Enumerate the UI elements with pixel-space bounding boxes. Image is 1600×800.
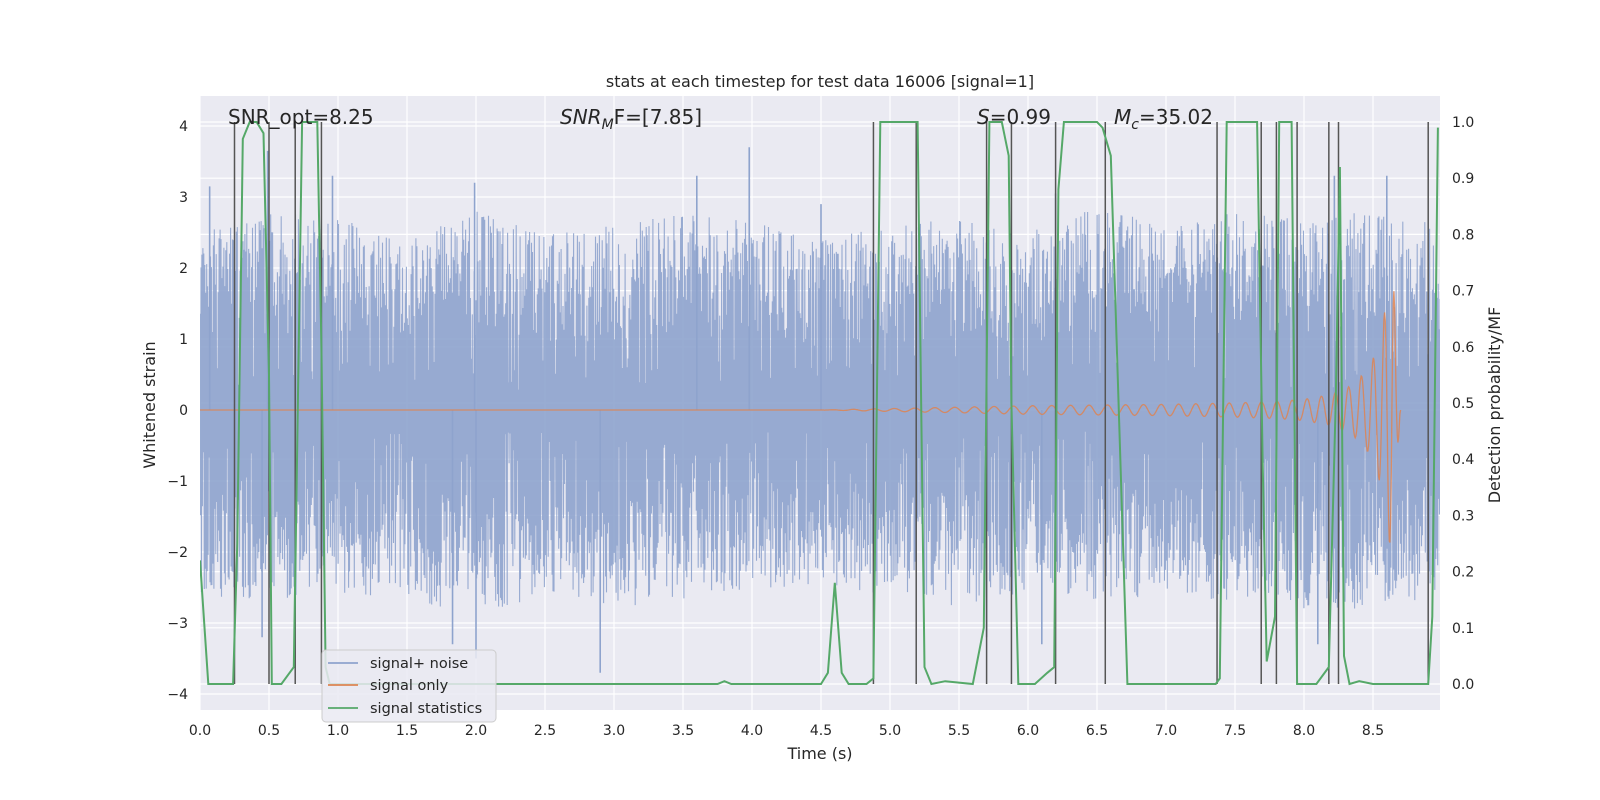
x-tick-label: 1.0 xyxy=(327,723,349,739)
legend-box xyxy=(321,649,497,723)
x-axis-label: Time (s) xyxy=(786,744,852,763)
annotation-snr-opt: SNR_opt=8.25 xyxy=(228,105,374,129)
x-tick-label: 1.5 xyxy=(396,723,418,739)
annotation-snr-mf-sub: M xyxy=(602,117,614,133)
x-tick-label: 7.5 xyxy=(1224,723,1246,739)
y2-tick-label: 0.7 xyxy=(1452,284,1474,300)
y-tick-label: 2 xyxy=(179,261,188,277)
y2-tick-label: 0.9 xyxy=(1452,171,1474,187)
x-tick-label: 8.0 xyxy=(1293,723,1315,739)
annotation-mc-main: M xyxy=(1114,105,1131,129)
x-tick-label: 5.5 xyxy=(948,723,970,739)
y2-tick-label: 0.6 xyxy=(1452,340,1474,356)
noise-series xyxy=(200,147,1440,673)
legend-entry-signal: signal only xyxy=(370,678,449,694)
annotation-s-rest: =0.99 xyxy=(990,105,1051,129)
y2-axis-label: Detection probability/MF xyxy=(1485,307,1504,504)
signal-statistics-line xyxy=(200,121,1439,686)
y2-tick-label: 0.2 xyxy=(1452,565,1474,581)
y-tick-label: −1 xyxy=(167,474,188,490)
x-tick-label: 5.0 xyxy=(879,723,901,739)
legend-entry-noise: signal+ noise xyxy=(370,656,468,672)
x-tick-label: 8.5 xyxy=(1362,723,1384,739)
y-tick-label: 3 xyxy=(179,190,188,206)
signal-series xyxy=(200,291,1402,543)
signal-only-line xyxy=(200,291,1402,543)
y2-tick-label: 0.8 xyxy=(1452,227,1474,243)
y-axis-label: Whitened strain xyxy=(140,341,159,468)
y2-tick-label: 0.0 xyxy=(1452,677,1474,693)
x-tick-label: 4.5 xyxy=(810,723,832,739)
x-tick-label: 3.5 xyxy=(672,723,694,739)
y2-tick-label: 0.3 xyxy=(1452,508,1474,524)
stats-series xyxy=(200,121,1439,686)
x-tick-label: 0.5 xyxy=(258,723,280,739)
y2-tick-label: 0.1 xyxy=(1452,621,1474,637)
x-tick-label: 4.0 xyxy=(741,723,763,739)
y-tick-label: −2 xyxy=(167,545,188,561)
y-tick-label: 0 xyxy=(179,403,188,419)
y-tick-label: −4 xyxy=(167,687,188,703)
x-tick-label: 6.0 xyxy=(1017,723,1039,739)
y2-tick-label: 1.0 xyxy=(1452,115,1474,131)
y2-tick-label: 0.5 xyxy=(1452,396,1474,412)
y-tick-label: −3 xyxy=(167,616,188,632)
y2-tick-label: 0.4 xyxy=(1452,452,1474,468)
x-tick-label: 2.0 xyxy=(465,723,487,739)
x-tick-label: 3.0 xyxy=(603,723,625,739)
legend-entry-stats: signal statistics xyxy=(370,701,482,717)
annotation-s: S=0.99 xyxy=(977,105,1051,129)
x-tick-label: 0.0 xyxy=(189,723,211,739)
annotation-s-main: S xyxy=(977,105,990,129)
annotation-mc-rest: =35.02 xyxy=(1139,105,1213,129)
y-tick-label: 1 xyxy=(179,332,188,348)
annotation-snr-mf: SNRMF=[7.85] xyxy=(560,105,702,133)
chart-title: stats at each timestep for test data 160… xyxy=(606,72,1034,91)
x-tick-label: 2.5 xyxy=(534,723,556,739)
x-tick-label: 7.0 xyxy=(1155,723,1177,739)
x-tick-label: 6.5 xyxy=(1086,723,1108,739)
legend: signal+ noise signal only signal statist… xyxy=(321,649,497,723)
annotation-mc-sub: c xyxy=(1131,117,1139,133)
tick-labels: 0.0 0.5 1.0 1.5 2.0 2.5 3.0 3.5 4.0 4.5 5.0 5.5 6.0 6… xyxy=(167,115,1474,739)
annotation-snr-mf-rest: F=[7.85] xyxy=(614,105,702,129)
y-tick-label: 4 xyxy=(179,119,188,135)
annotation-snr-mf-main: SNR xyxy=(560,105,602,129)
annotation-mc: Mc=35.02 xyxy=(1114,105,1213,133)
